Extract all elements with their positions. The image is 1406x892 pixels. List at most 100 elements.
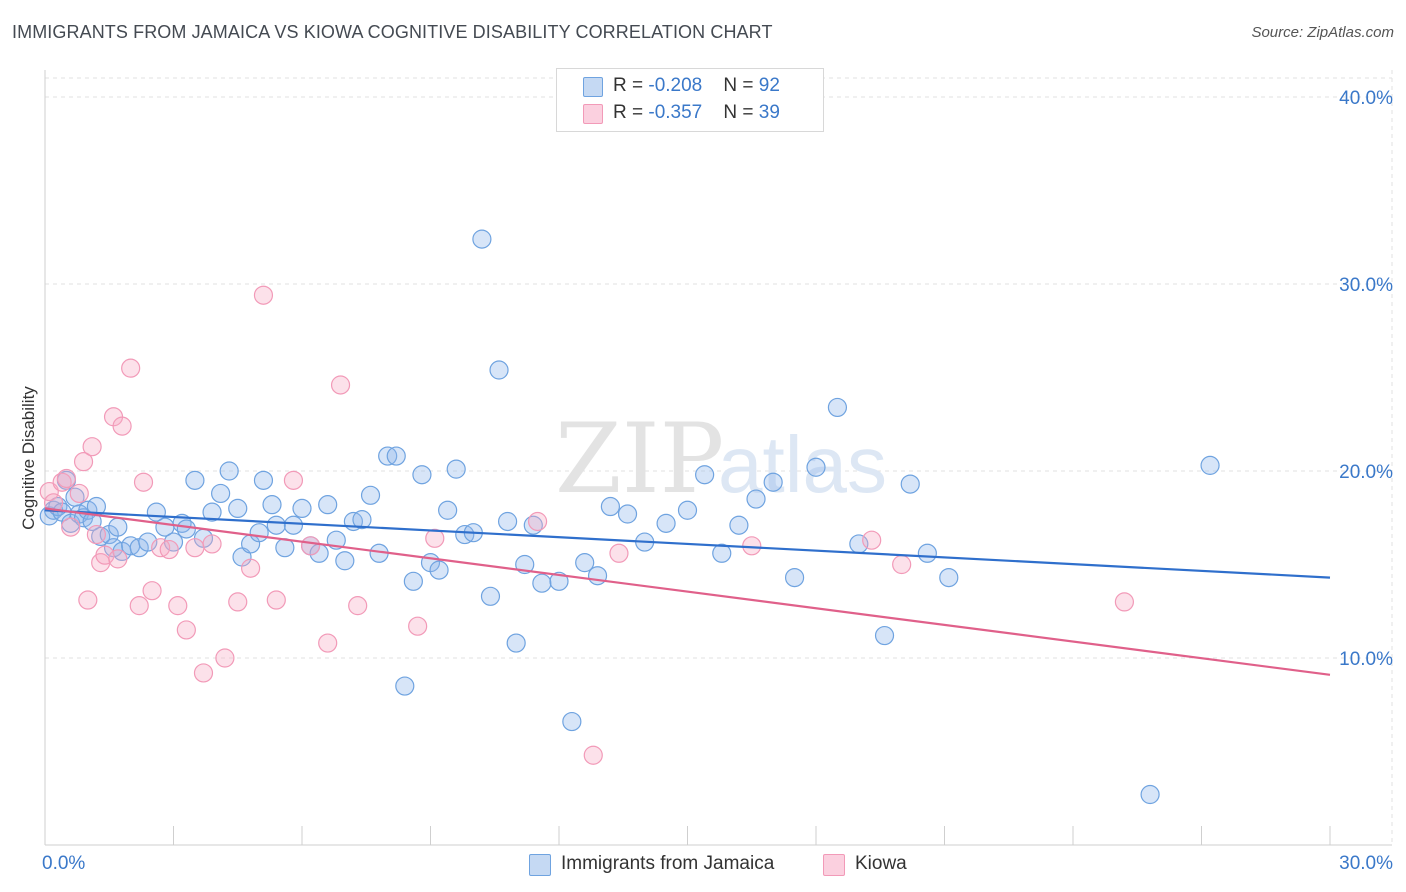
data-point-jamaica bbox=[253, 470, 274, 490]
data-point-jamaica bbox=[600, 496, 621, 517]
data-point-kiowa bbox=[527, 511, 548, 532]
y-tick-label: 20.0% bbox=[1339, 462, 1393, 483]
data-point-kiowa bbox=[86, 524, 107, 545]
data-point-jamaica bbox=[939, 567, 959, 588]
data-point-jamaica bbox=[712, 543, 732, 563]
data-point-jamaica bbox=[352, 510, 372, 530]
data-point-jamaica bbox=[446, 459, 466, 479]
data-point-kiowa bbox=[892, 554, 912, 575]
data-point-kiowa bbox=[108, 549, 128, 569]
data-point-jamaica bbox=[489, 360, 509, 380]
data-point-kiowa bbox=[121, 358, 141, 378]
data-point-jamaica bbox=[249, 523, 269, 543]
trend-line-kiowa bbox=[44, 507, 1331, 676]
legend-n-value-kiowa: 39 bbox=[758, 102, 780, 123]
data-point-kiowa bbox=[176, 620, 196, 640]
data-point-jamaica bbox=[108, 517, 128, 537]
legend-swatch-jamaica-bottom bbox=[529, 854, 551, 876]
chart-title: IMMIGRANTS FROM JAMAICA VS KIOWA COGNITI… bbox=[12, 22, 773, 42]
data-point-kiowa bbox=[425, 528, 445, 548]
data-point-kiowa bbox=[330, 375, 351, 395]
data-point-kiowa bbox=[348, 596, 368, 616]
data-point-jamaica bbox=[360, 485, 381, 505]
data-point-jamaica bbox=[438, 500, 458, 520]
data-point-jamaica bbox=[292, 498, 312, 518]
data-point-kiowa bbox=[185, 538, 205, 558]
data-point-jamaica bbox=[395, 676, 415, 696]
data-point-jamaica bbox=[412, 465, 432, 485]
data-point-kiowa bbox=[133, 472, 154, 492]
data-point-jamaica bbox=[266, 515, 286, 535]
data-point-jamaica bbox=[874, 625, 895, 646]
data-point-kiowa bbox=[129, 596, 149, 616]
data-point-jamaica bbox=[575, 553, 595, 573]
data-point-jamaica bbox=[429, 560, 449, 580]
chart-source: Source: ZipAtlas.com bbox=[1251, 24, 1394, 41]
data-point-jamaica bbox=[202, 502, 222, 522]
x-tick-label-max: 30.0% bbox=[1339, 853, 1393, 874]
data-point-kiowa bbox=[253, 285, 274, 305]
data-point-jamaica bbox=[480, 586, 501, 606]
data-point-kiowa bbox=[609, 543, 629, 563]
data-point-jamaica bbox=[262, 495, 282, 515]
data-point-jamaica bbox=[587, 566, 608, 586]
legend-swatch-kiowa bbox=[583, 104, 603, 124]
data-point-kiowa bbox=[95, 545, 115, 565]
trend-lines bbox=[44, 507, 1331, 676]
data-point-jamaica bbox=[498, 511, 518, 532]
data-point-jamaica bbox=[695, 465, 715, 485]
data-point-kiowa bbox=[73, 452, 94, 472]
series-legend: Immigrants from Jamaica Kiowa bbox=[0, 852, 1406, 878]
data-point-jamaica bbox=[403, 571, 423, 591]
legend-label-jamaica: Immigrants from Jamaica bbox=[561, 853, 775, 874]
data-point-jamaica bbox=[176, 519, 196, 539]
data-point-jamaica bbox=[562, 711, 582, 732]
legend-n-label-jamaica: N = bbox=[723, 75, 759, 96]
data-point-jamaica bbox=[917, 543, 937, 563]
y-tick-label: 30.0% bbox=[1339, 275, 1393, 296]
data-point-kiowa bbox=[228, 592, 248, 612]
legend-swatch-jamaica bbox=[583, 77, 603, 97]
data-point-kiowa bbox=[283, 470, 304, 490]
data-point-kiowa bbox=[318, 633, 338, 653]
data-point-jamaica bbox=[729, 515, 749, 535]
data-point-kiowa bbox=[1114, 592, 1135, 612]
y-tick-label: 10.0% bbox=[1339, 649, 1393, 670]
data-point-jamaica bbox=[656, 513, 676, 533]
data-point-jamaica bbox=[617, 504, 638, 524]
data-point-jamaica bbox=[784, 567, 805, 588]
data-point-jamaica bbox=[283, 515, 304, 535]
legend-label-kiowa: Kiowa bbox=[855, 853, 907, 874]
data-point-kiowa bbox=[266, 590, 286, 610]
data-point-jamaica bbox=[219, 461, 239, 481]
data-point-kiowa bbox=[61, 517, 81, 537]
correlation-legend: R = -0.208 N = 92 R = -0.357 N = 39 bbox=[556, 68, 824, 132]
legend-r-value-jamaica: -0.208 bbox=[648, 75, 703, 96]
data-point-jamaica bbox=[549, 571, 569, 591]
legend-n-label-kiowa: N = bbox=[723, 102, 759, 123]
data-point-kiowa bbox=[56, 468, 77, 489]
data-point-kiowa bbox=[82, 437, 102, 457]
data-point-kiowa bbox=[159, 539, 179, 560]
data-point-kiowa bbox=[215, 648, 235, 668]
legend-swatch-kiowa-bottom bbox=[823, 854, 845, 876]
data-point-kiowa bbox=[193, 663, 214, 683]
data-point-kiowa bbox=[39, 481, 59, 502]
data-point-jamaica bbox=[746, 489, 766, 509]
data-point-kiowa bbox=[69, 483, 89, 504]
data-point-jamaica bbox=[900, 474, 920, 494]
data-point-kiowa bbox=[142, 581, 162, 601]
legend-r-value-kiowa: -0.357 bbox=[648, 102, 703, 123]
data-point-kiowa bbox=[202, 534, 222, 554]
data-point-jamaica bbox=[763, 472, 783, 492]
data-point-kiowa bbox=[241, 558, 261, 578]
data-point-jamaica bbox=[1200, 455, 1220, 475]
data-point-jamaica bbox=[185, 470, 205, 490]
watermark-zip: ZIP bbox=[555, 403, 724, 515]
data-point-jamaica bbox=[472, 229, 492, 249]
data-point-kiowa bbox=[583, 745, 603, 765]
y-axis-label: Cognitive Disability bbox=[19, 386, 38, 530]
y-tick-label: 40.0% bbox=[1339, 88, 1393, 109]
data-point-jamaica bbox=[211, 483, 231, 504]
